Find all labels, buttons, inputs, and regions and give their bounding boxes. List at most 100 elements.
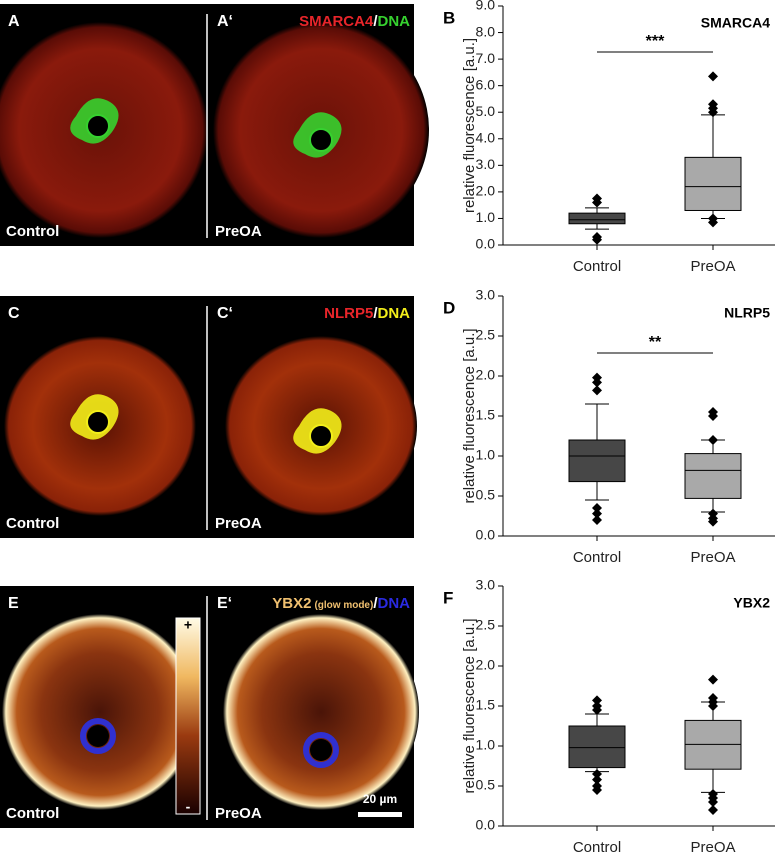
colorbar	[175, 617, 201, 815]
stain-label: NLRP5/DNA	[324, 305, 410, 322]
y-tick-label: 5.0	[476, 103, 496, 119]
panel-label: A‘	[217, 13, 233, 30]
outlier	[592, 769, 602, 779]
panel-label: E	[8, 595, 19, 612]
y-tick-label: 0.5	[476, 777, 496, 793]
outlier	[708, 435, 718, 445]
condition-label: PreOA	[215, 805, 262, 822]
outlier	[708, 797, 718, 807]
charts: 0.0 1.0 2.0 3.0 4.0 5.0 6.0 7.0 8.0 9.0 relative f…	[443, 0, 775, 856]
outlier	[592, 234, 602, 245]
significance-label: ***	[646, 33, 665, 50]
outlier	[592, 385, 602, 396]
outlier	[708, 217, 718, 228]
colorbar-min: -	[186, 799, 191, 815]
y-tick-label: 7.0	[476, 50, 496, 66]
y-tick-label: 1.5	[476, 407, 496, 423]
y-tick-label: 0.5	[476, 487, 496, 503]
panel-label: C‘	[217, 305, 233, 322]
outlier	[708, 701, 718, 711]
y-tick-label: 0.0	[476, 527, 496, 543]
y-tick-label: 1.0	[476, 209, 496, 225]
y-tick-label: 2.0	[476, 367, 496, 383]
condition-label: Control	[6, 805, 59, 822]
significance-label: **	[649, 334, 662, 351]
cell	[223, 614, 419, 810]
outlier	[592, 508, 602, 519]
nucleolus	[86, 410, 110, 434]
panel-label: D	[443, 298, 455, 317]
stain-part: /	[373, 305, 378, 322]
y-tick-label: 3.0	[476, 156, 496, 172]
y-axis-title: relative fluorescence [a.u.]	[461, 328, 478, 503]
x-tick-label: Control	[573, 549, 621, 566]
box	[684, 453, 742, 499]
box	[684, 156, 742, 211]
stain-part: (glow mode)	[314, 600, 373, 611]
stain-part: /	[373, 13, 378, 30]
panel-label: E‘	[217, 595, 232, 612]
outlier	[708, 71, 718, 82]
y-tick-label: 1.0	[476, 447, 496, 463]
condition-label: Control	[6, 515, 59, 532]
nucleolus	[87, 725, 109, 747]
panel-label: C	[8, 305, 20, 322]
panel-label: B	[443, 8, 455, 27]
cell	[2, 614, 198, 810]
x-tick-label: Control	[573, 839, 621, 854]
image-panels: AControlA‘PreOASMARCA4/DNACControlC‘PreO…	[0, 4, 429, 828]
y-tick-label: 1.0	[476, 737, 496, 753]
stain-part: DNA	[378, 305, 411, 322]
chart-title: NLRP5	[724, 305, 770, 321]
y-axis-title: relative fluorescence [a.u.]	[461, 618, 478, 793]
y-tick-label: 1.5	[476, 697, 496, 713]
condition-label: PreOA	[215, 515, 262, 532]
outlier	[708, 805, 718, 815]
x-tick-label: PreOA	[690, 258, 735, 275]
y-tick-label: 3.0	[476, 577, 496, 593]
x-tick-label: PreOA	[690, 839, 735, 854]
stain-part: DNA	[378, 595, 411, 612]
box	[568, 439, 626, 483]
nucleolus	[309, 128, 333, 152]
y-tick-label: 3.0	[476, 287, 496, 303]
outlier	[708, 107, 718, 118]
y-axis-title: relative fluorescence [a.u.]	[461, 38, 478, 213]
stain-part: /	[373, 595, 378, 612]
outlier	[592, 785, 602, 795]
panel-label: A	[8, 13, 20, 30]
y-tick-label: 0.0	[476, 817, 496, 833]
outlier	[708, 516, 718, 527]
box	[568, 725, 626, 769]
panel-label: F	[443, 588, 453, 607]
x-tick-label: PreOA	[690, 549, 735, 566]
y-tick-label: 2.0	[476, 657, 496, 673]
stain-part: YBX2	[272, 595, 311, 612]
scale-bar	[358, 812, 402, 817]
stain-part: SMARCA4	[299, 13, 374, 30]
outlier	[592, 503, 602, 513]
condition-label: PreOA	[215, 223, 262, 240]
chart-title: YBX2	[733, 595, 770, 611]
outlier	[592, 774, 602, 785]
chromatin	[80, 718, 116, 754]
outlier	[592, 695, 602, 706]
y-tick-label: 4.0	[476, 129, 496, 145]
chromatin	[303, 732, 339, 768]
y-tick-label: 8.0	[476, 23, 496, 39]
condition-label: Control	[6, 223, 59, 240]
outlier	[592, 377, 602, 388]
chart-title: SMARCA4	[701, 15, 770, 31]
outlier	[592, 705, 602, 715]
box	[568, 212, 626, 225]
nucleolus	[309, 424, 333, 448]
x-tick-label: Control	[573, 258, 621, 275]
nucleolus	[310, 739, 332, 761]
nucleolus	[86, 114, 110, 138]
y-tick-label: 6.0	[476, 76, 496, 92]
y-tick-label: 2.5	[476, 327, 496, 343]
outlier	[592, 197, 602, 208]
y-tick-label: 2.0	[476, 183, 496, 199]
stain-part: DNA	[378, 13, 411, 30]
